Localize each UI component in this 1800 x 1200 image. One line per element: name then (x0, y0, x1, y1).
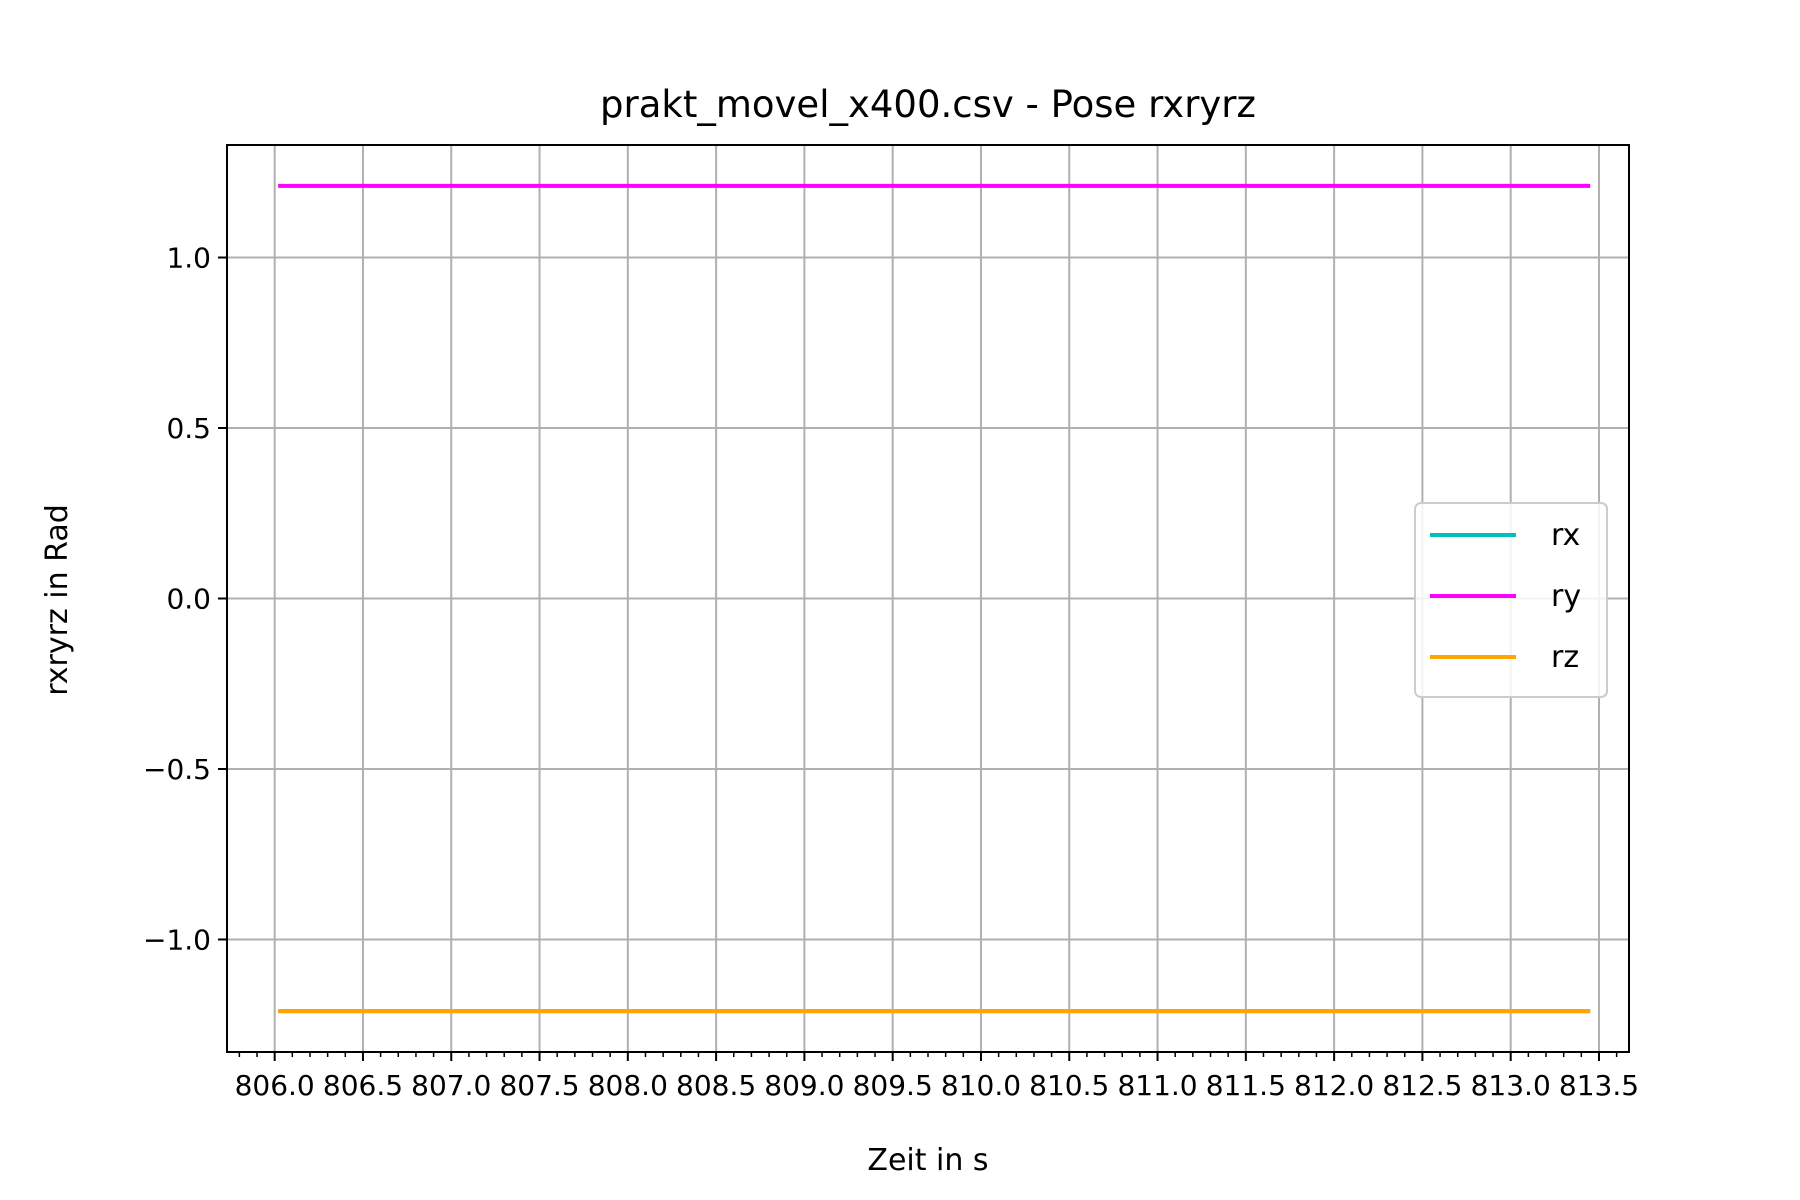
y-tick-label: −1.0 (143, 923, 211, 956)
legend-label-ry: ry (1551, 579, 1581, 614)
x-tick-label: 807.5 (499, 1069, 579, 1102)
x-tick-label: 806.5 (323, 1069, 403, 1102)
x-tick-label: 812.0 (1294, 1069, 1374, 1102)
x-tick-label: 813.0 (1471, 1069, 1551, 1102)
x-tick-label: 807.0 (411, 1069, 491, 1102)
y-tick-label: 0.5 (166, 412, 211, 445)
x-tick-label: 813.5 (1559, 1069, 1639, 1102)
x-tick-label: 810.5 (1029, 1069, 1109, 1102)
x-tick-label: 809.0 (764, 1069, 844, 1102)
y-tick-label: −0.5 (143, 753, 211, 786)
x-tick-label: 806.0 (235, 1069, 315, 1102)
x-tick-label: 811.0 (1117, 1069, 1197, 1102)
y-tick-label: 1.0 (166, 242, 211, 275)
ticks: 806.0 806.5 807.0 807.5 808.0 808.5 809.0 809.5… (143, 242, 1639, 1102)
x-tick-label: 810.0 (941, 1069, 1021, 1102)
legend-label-rx: rx (1551, 518, 1580, 553)
x-tick-label: 811.5 (1206, 1069, 1286, 1102)
legend: rx ry rz (1414, 502, 1608, 698)
x-tick-label: 808.0 (588, 1069, 668, 1102)
series-lines (278, 183, 1591, 1014)
legend-label-rz: rz (1551, 640, 1579, 675)
legend-box (1414, 502, 1608, 698)
y-tick-label: 0.0 (166, 583, 211, 616)
x-axis-label: Zeit in s (867, 1143, 988, 1178)
x-tick-label: 808.5 (676, 1069, 756, 1102)
chart-title: prakt_movel_x400.csv - Pose rxryrz (600, 83, 1256, 126)
y-axis-label: rxryrz in Rad (40, 504, 75, 695)
x-tick-label: 812.5 (1382, 1069, 1462, 1102)
x-tick-label: 809.5 (853, 1069, 933, 1102)
